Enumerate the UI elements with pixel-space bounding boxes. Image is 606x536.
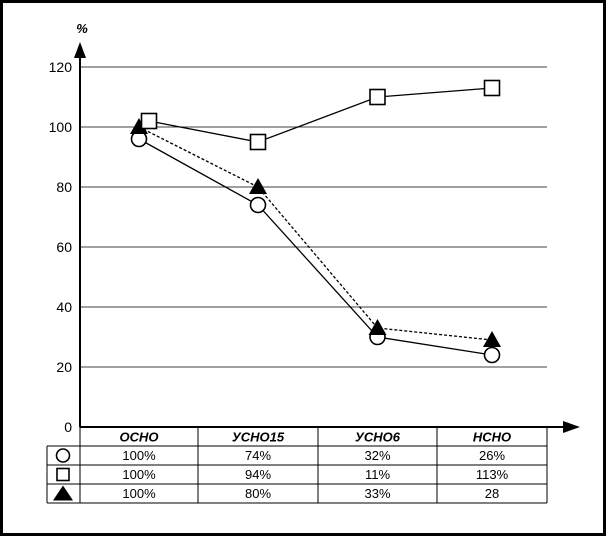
category-label: УCHO6 xyxy=(355,430,401,445)
table-cell: 100% xyxy=(122,467,156,482)
series-line xyxy=(138,138,493,356)
table-cell: 28 xyxy=(485,486,499,501)
table-cell: 33% xyxy=(364,486,390,501)
series-square xyxy=(140,79,501,151)
table-cell: 74% xyxy=(245,448,271,463)
x-axis-arrow xyxy=(563,421,580,433)
legend-marker-square xyxy=(56,467,70,482)
axes xyxy=(74,42,580,433)
y-tick-label: 40 xyxy=(56,299,72,315)
legend-marker-circle xyxy=(55,448,71,463)
y-axis-label: % xyxy=(76,21,88,36)
y-axis-arrow xyxy=(74,42,86,58)
table-cell: 11% xyxy=(365,467,390,482)
category-label: HCHO xyxy=(473,430,511,445)
data-point-square xyxy=(483,79,501,97)
table-cell: 100% xyxy=(122,448,156,463)
data-point-triangle xyxy=(483,331,501,347)
series-circle xyxy=(130,130,501,364)
table-legend-triangle xyxy=(53,485,73,501)
series-triangle xyxy=(130,118,501,347)
table-cell: 113% xyxy=(476,467,509,482)
y-tick-label: 120 xyxy=(49,59,73,75)
data-table: OCHO УCHO15 УCHO6 HCHO 100% 74% 32% 26% 100% 94% 1… xyxy=(46,426,548,504)
data-point-square xyxy=(369,88,386,106)
y-tick-label: 100 xyxy=(49,119,73,135)
series-line xyxy=(148,87,493,143)
legend-marker-triangle xyxy=(53,485,73,501)
y-tick-label: 0 xyxy=(64,419,72,435)
series-layer xyxy=(130,79,501,364)
table-cell: 94% xyxy=(245,467,271,482)
table-cell: 80% xyxy=(245,486,271,501)
category-label: УCHO15 xyxy=(232,430,285,445)
y-tick-label: 20 xyxy=(56,359,72,375)
data-point-triangle xyxy=(368,319,387,335)
y-tick-label: 60 xyxy=(56,239,72,255)
data-point-square xyxy=(249,133,267,151)
category-label: OCHO xyxy=(120,430,159,445)
data-point-square xyxy=(140,112,158,130)
data-point-triangle xyxy=(249,178,267,194)
table-cell: 100% xyxy=(122,486,156,501)
table-cell: 26% xyxy=(479,448,505,463)
data-point-circle xyxy=(483,346,501,364)
table-cell: 32% xyxy=(364,448,390,463)
gridlines xyxy=(80,66,547,368)
series-line xyxy=(138,126,493,341)
table-legend-square xyxy=(56,467,70,482)
y-tick-label: 80 xyxy=(56,179,72,195)
data-point-circle xyxy=(249,196,267,214)
table-legend-circle xyxy=(55,448,71,463)
y-tick-labels: 0 20 40 60 80 100 120 xyxy=(49,59,73,435)
data-point-triangle xyxy=(130,118,148,134)
